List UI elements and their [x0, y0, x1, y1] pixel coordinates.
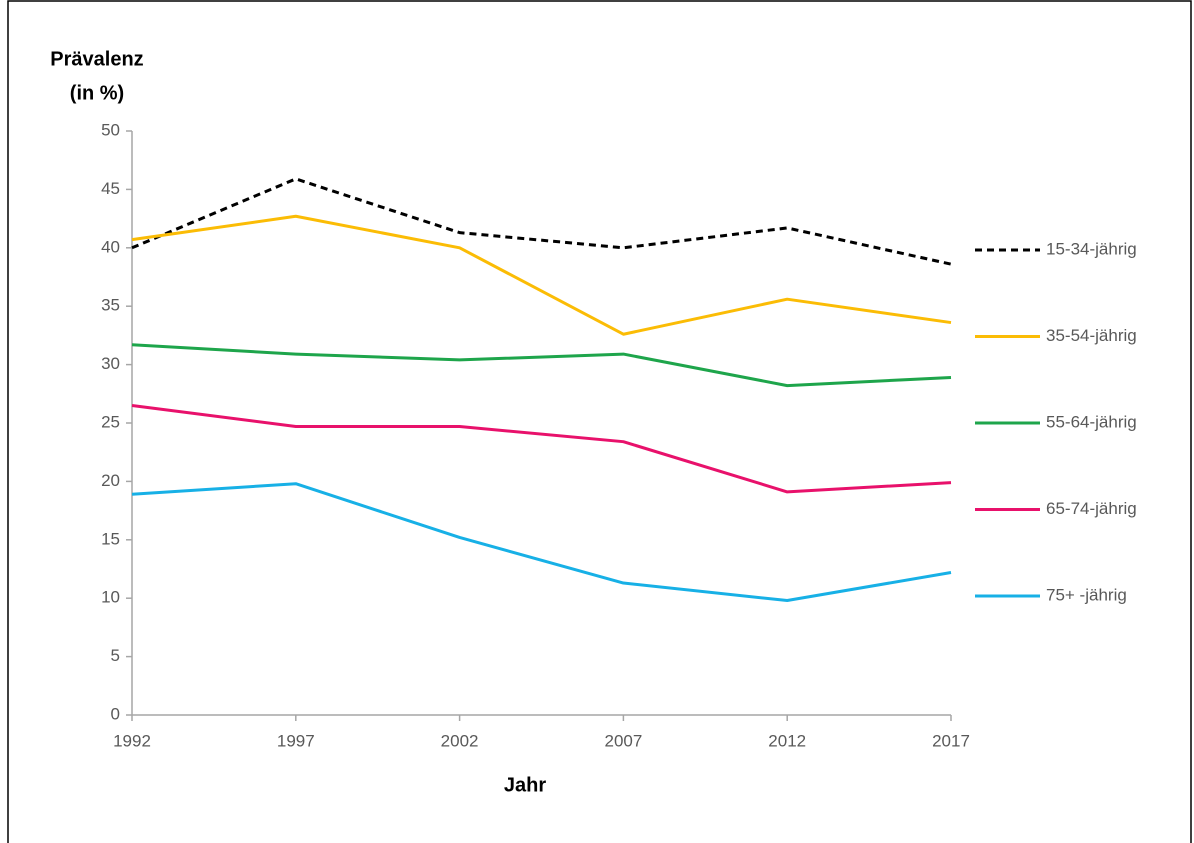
x-tick-label: 1997 [277, 731, 315, 750]
series-line [131, 403, 952, 494]
y-tick-label: 15 [101, 529, 120, 548]
legend-label: 55-64-jährig [1046, 412, 1137, 431]
y-tick-label: 35 [101, 296, 120, 315]
y-tick-label: 5 [111, 646, 120, 665]
x-tick-label: 2012 [768, 731, 806, 750]
y-tick-label: 40 [101, 237, 120, 256]
y-tick-label: 10 [101, 588, 120, 607]
y-tick-label: 50 [101, 120, 120, 139]
legend-label: 65-74-jährig [1046, 499, 1137, 518]
legend-label: 75+ -jährig [1046, 585, 1127, 604]
series-line [131, 343, 952, 388]
series-line [131, 482, 952, 603]
y-tick-label: 45 [101, 179, 120, 198]
x-tick-label: 2017 [932, 731, 970, 750]
legend-label: 15-34-jährig [1046, 239, 1137, 258]
y-tick-label: 25 [101, 412, 120, 431]
x-tick-label: 1992 [113, 731, 151, 750]
x-tick-label: 2002 [441, 731, 479, 750]
series-line [131, 177, 952, 266]
y-axis-label: (in %) [70, 82, 124, 104]
y-tick-label: 30 [101, 354, 120, 373]
y-tick-label: 20 [101, 471, 120, 490]
y-tick-label: 0 [111, 704, 120, 723]
frame [7, 0, 1192, 843]
legend-label: 35-54-jährig [1046, 326, 1137, 345]
series-line [131, 214, 952, 336]
x-tick-label: 2007 [604, 731, 642, 750]
x-axis-label: Jahr [504, 774, 546, 796]
y-axis-label: Prävalenz [50, 48, 143, 70]
